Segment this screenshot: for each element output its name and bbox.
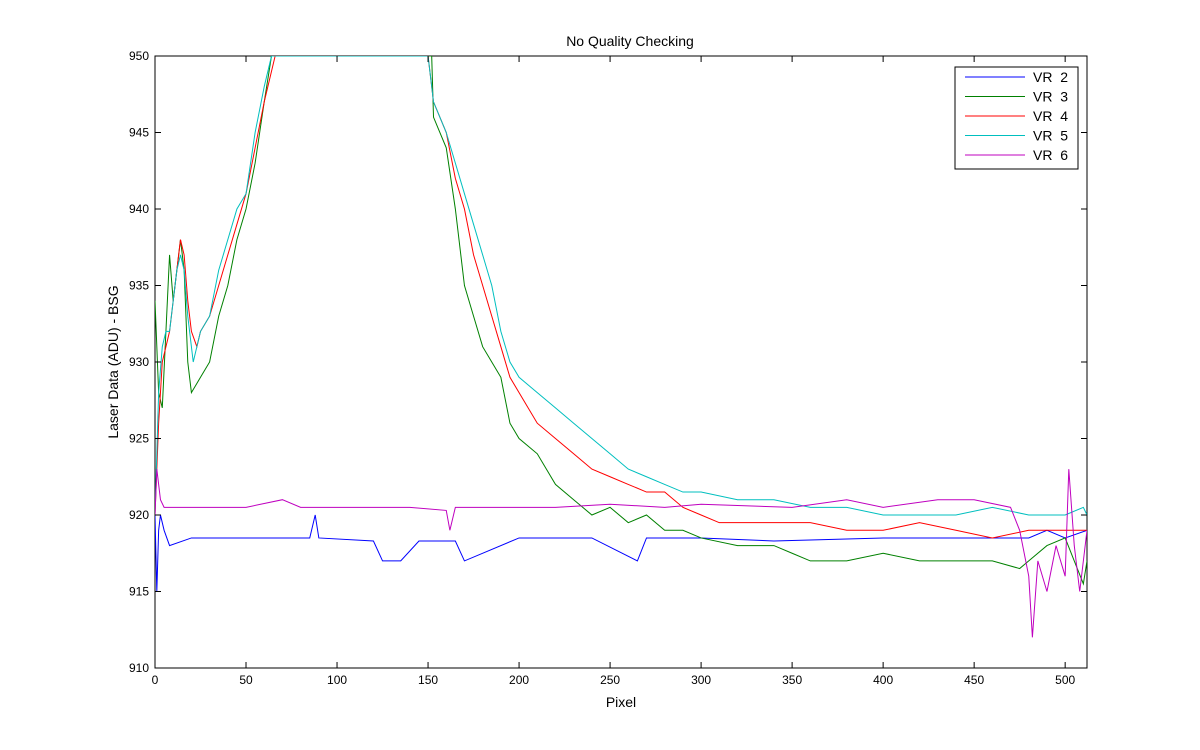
series-line-2 (155, 56, 1087, 586)
legend-entry: VR 6 (1033, 147, 1068, 163)
legend: VR 2 VR 3 VR 4 VR 5 VR 6 (954, 66, 1079, 170)
x-axis-label: Pixel (606, 694, 636, 710)
x-tick-label: 500 (1055, 673, 1075, 687)
y-tick-label: 930 (129, 355, 149, 369)
x-tick-label: 0 (152, 673, 159, 687)
x-tick-label: 250 (600, 673, 620, 687)
legend-entry: VR 3 (1033, 89, 1068, 105)
x-tick-label: 100 (327, 673, 347, 687)
x-tick-label: 450 (964, 673, 984, 687)
y-tick-label: 910 (129, 661, 149, 675)
legend-entry: VR 4 (1033, 108, 1068, 124)
x-tick-label: 50 (239, 673, 253, 687)
series-line-4 (155, 56, 1087, 516)
x-tick-label: 150 (418, 673, 438, 687)
legend-box (954, 66, 1079, 170)
y-axis-label: Laser Data (ADU) - BSG (105, 285, 121, 438)
legend-entry: VR 2 (1033, 69, 1068, 85)
series-line-5 (155, 469, 1087, 638)
x-tick-label: 300 (691, 673, 711, 687)
y-tick-label: 925 (129, 432, 149, 446)
series-line-1 (155, 514, 1087, 592)
series-line-3 (155, 56, 1087, 539)
y-tick-label: 950 (129, 49, 149, 63)
series-layer (155, 56, 1087, 638)
y-tick-label: 945 (129, 126, 149, 140)
y-tick-label: 920 (129, 508, 149, 522)
ticks-layer: 0 50 100 150 200 250 300 350 400 450 500 910 915 920 9… (129, 49, 1087, 687)
plot-area (154, 55, 1088, 669)
x-tick-label: 400 (873, 673, 893, 687)
y-tick-label: 940 (129, 202, 149, 216)
y-tick-label: 935 (129, 279, 149, 293)
x-tick-label: 350 (782, 673, 802, 687)
legend-entry: VR 5 (1033, 128, 1068, 144)
y-tick-label: 915 (129, 585, 149, 599)
x-tick-label: 200 (509, 673, 529, 687)
chart-title: No Quality Checking (566, 33, 694, 49)
